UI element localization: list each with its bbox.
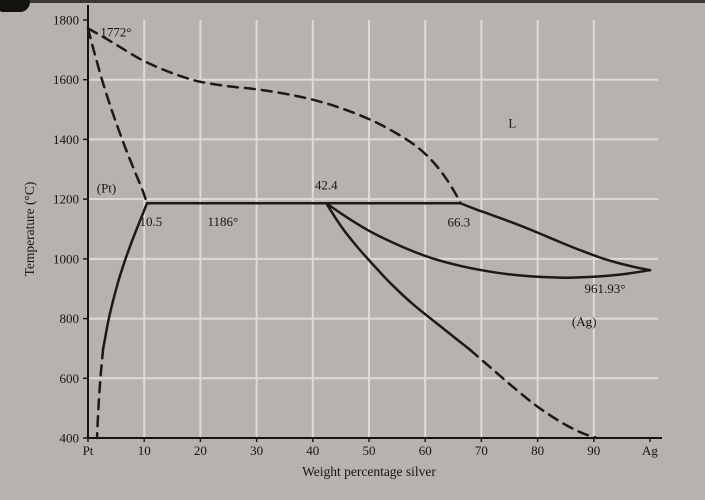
y-tick-label: 800 xyxy=(60,311,80,326)
annotation-label: 42.4 xyxy=(315,178,338,193)
curve-pt-solvus xyxy=(101,202,149,350)
x-tick-label: 10 xyxy=(138,443,151,458)
y-tick-label: 1400 xyxy=(53,132,79,147)
annotation-label: (Pt) xyxy=(97,181,117,196)
curve-ag-solidus xyxy=(325,202,652,279)
annotation-label: 10.5 xyxy=(140,214,163,229)
x-tick-label: 90 xyxy=(587,443,600,458)
x-tick-label: Ag xyxy=(642,443,658,458)
x-tick-label: 80 xyxy=(531,443,544,458)
curve-pt-solidus xyxy=(86,27,149,205)
curve-pt-liquidus xyxy=(86,27,462,205)
y-tick-label: 600 xyxy=(60,371,80,386)
scan-artifact-top-edge xyxy=(0,0,705,3)
y-tick-label: 400 xyxy=(60,431,80,446)
x-tick-label: 30 xyxy=(250,443,263,458)
x-tick-label: 20 xyxy=(194,443,207,458)
x-tick-label: 50 xyxy=(363,443,376,458)
annotation-label: L xyxy=(508,116,516,131)
annotation-label: 961.93° xyxy=(585,281,626,296)
curve-ag-liquidus xyxy=(459,202,652,272)
x-tick-label: 70 xyxy=(475,443,488,458)
x-tick-label: 40 xyxy=(306,443,319,458)
y-tick-label: 1600 xyxy=(53,72,79,87)
annotation-label: 1772° xyxy=(100,24,131,39)
y-tick-label: 1000 xyxy=(53,251,79,266)
x-axis-title: Weight percentage silver xyxy=(302,464,436,479)
y-tick-label: 1800 xyxy=(53,13,79,28)
annotation-label: 66.3 xyxy=(448,215,471,230)
annotation-label: 1186° xyxy=(208,214,239,229)
scan-artifact-corner xyxy=(0,0,30,12)
y-axis-title: Temperature (°C) xyxy=(22,181,37,277)
y-tick-label: 1200 xyxy=(53,192,79,207)
curve-ag-solvus xyxy=(325,202,472,352)
curve-pt-solvus-extension xyxy=(95,347,105,440)
annotation-label: (Ag) xyxy=(572,314,597,329)
x-tick-label: 60 xyxy=(419,443,432,458)
curve-ag-solvus-extension xyxy=(468,348,598,440)
x-tick-label: Pt xyxy=(83,443,94,458)
